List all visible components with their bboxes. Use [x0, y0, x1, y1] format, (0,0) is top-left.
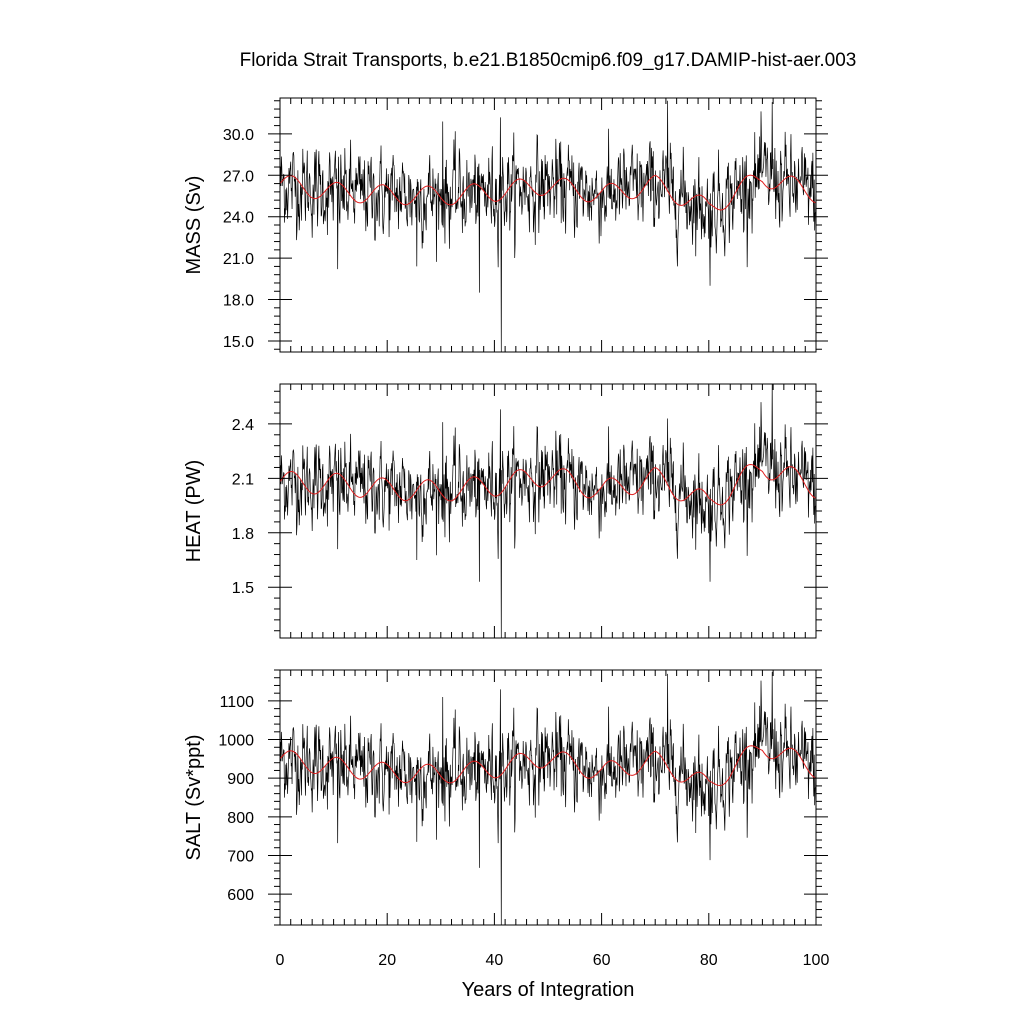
plot-frame — [279, 383, 817, 639]
y-tick-label: 21.0 — [223, 251, 254, 268]
x-tick-label: 60 — [593, 952, 611, 969]
y-tick-label: 900 — [227, 771, 254, 788]
y-tick-label: 27.0 — [223, 168, 254, 185]
x-tick-label: 40 — [486, 952, 504, 969]
series-smoothed-line — [279, 745, 817, 787]
y-tick-label: 1.5 — [232, 580, 254, 597]
y-tick-label: 700 — [227, 848, 254, 865]
x-tick-label: 100 — [803, 952, 830, 969]
y-axis-label: MASS (Sv) — [183, 176, 205, 275]
panel-heat: 1.5 1.8 2.1 2.4 HEAT (PW) — [183, 383, 828, 639]
y-tick-label: 18.0 — [223, 293, 254, 310]
y-tick-label: 2.4 — [232, 417, 254, 434]
series-monthly-line — [279, 100, 817, 353]
y-axis-label: HEAT (PW) — [183, 460, 205, 563]
series-monthly-line — [279, 383, 817, 639]
y-axis-label: SALT (Sv*ppt) — [183, 735, 205, 861]
x-tick-label: 0 — [276, 952, 285, 969]
x-tick-label: 80 — [700, 952, 718, 969]
y-tick-label: 800 — [227, 810, 254, 827]
series-monthly-line — [279, 671, 817, 926]
panel-salt: 600 700 800 900 1000 1100 SALT (Sv*ppt) 0 20 40 60… — [183, 669, 830, 969]
x-axis-label: Years of Integration — [462, 979, 635, 1001]
x-tick-label: 20 — [378, 952, 396, 969]
y-tick-label: 24.0 — [223, 210, 254, 227]
panel-mass: 15.0 18.0 21.0 24.0 27.0 30.0 MASS (Sv) — [183, 97, 828, 353]
y-tick-label: 30.0 — [223, 127, 254, 144]
plot-frame — [279, 669, 817, 926]
y-tick-label: 600 — [227, 887, 254, 904]
y-tick-label: 1100 — [220, 694, 255, 711]
y-tick-label: 15.0 — [223, 334, 254, 351]
series-smoothed-line — [279, 463, 817, 506]
plot-frame — [279, 97, 817, 353]
series-smoothed-line — [279, 174, 817, 211]
y-tick-label: 2.1 — [232, 471, 254, 488]
y-tick-label: 1.8 — [232, 526, 254, 543]
chart-title: Florida Strait Transports, b.e21.B1850cm… — [240, 50, 857, 71]
y-tick-label: 1000 — [218, 733, 254, 750]
